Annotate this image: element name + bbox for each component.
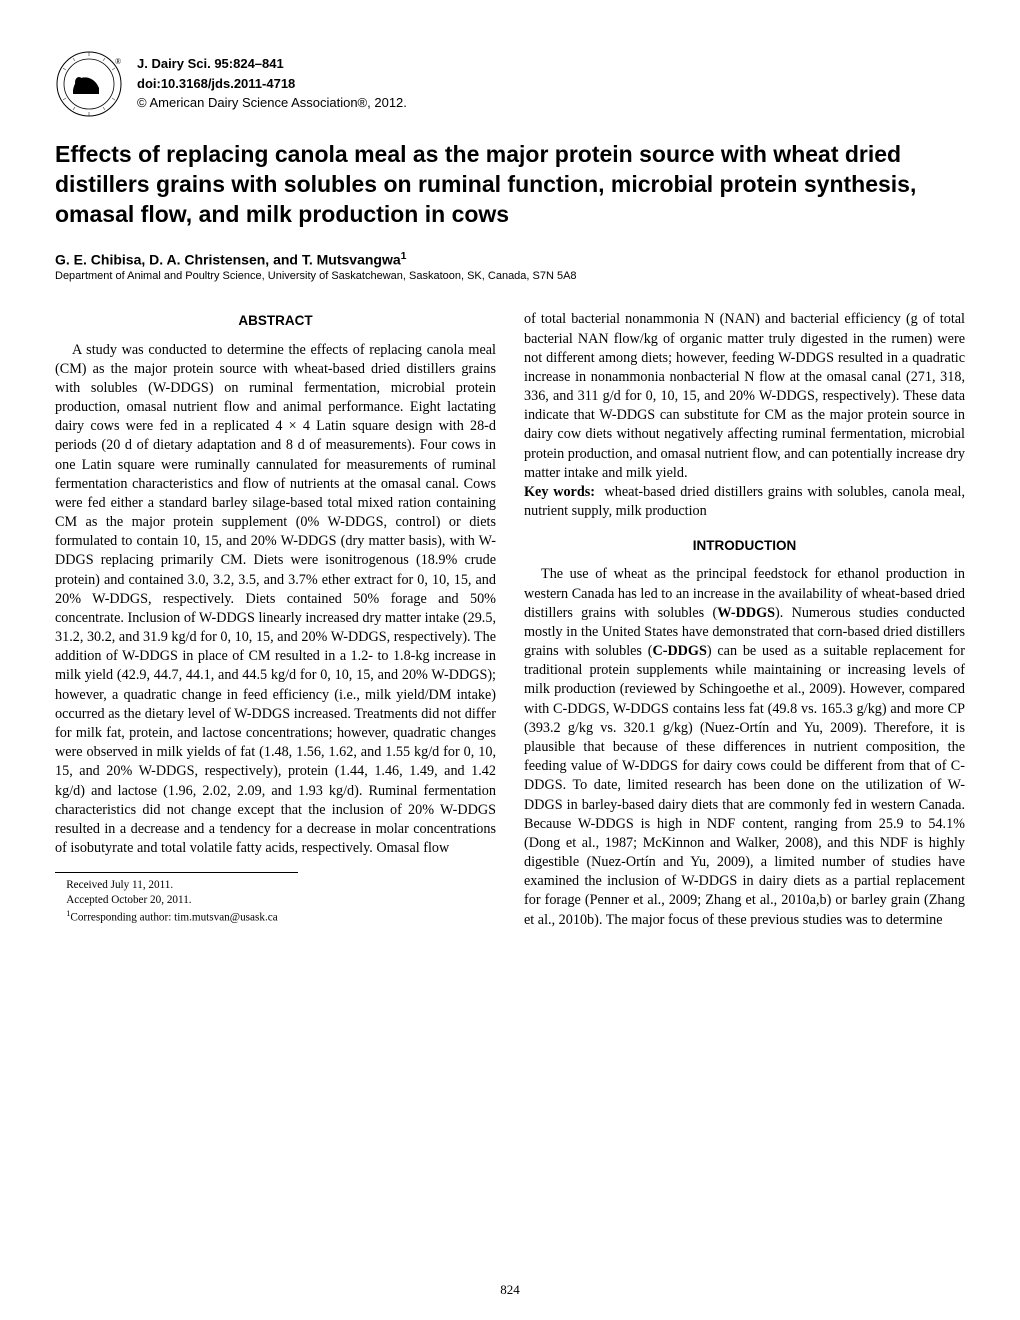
journal-header: DAIRY SCIENCE ® J. Dairy Sci. 95:824–841… — [55, 50, 965, 118]
authors: G. E. Chibisa, D. A. Christensen, and T.… — [55, 250, 965, 268]
right-column: of total bacterial nonammonia N (NAN) an… — [524, 310, 965, 929]
keywords: Key words: wheat-based dried distillers … — [524, 483, 965, 521]
svg-text:DAIRY SCIENCE: DAIRY SCIENCE — [55, 50, 72, 51]
article-title: Effects of replacing canola meal as the … — [55, 140, 965, 230]
accepted-date: Accepted October 20, 2011. — [55, 893, 298, 908]
doi: doi:10.3168/jds.2011-4718 — [137, 74, 407, 94]
wddgs-abbrev: W-DDGS — [717, 605, 775, 621]
keywords-label: Key words: — [524, 484, 595, 500]
content-columns: ABSTRACT A study was conducted to determ… — [55, 310, 965, 929]
copyright: © American Dairy Science Association®, 2… — [137, 93, 407, 113]
introduction-heading: INTRODUCTION — [524, 537, 965, 555]
corresponding-author: 1Corresponding author: tim.mutsvan@usask… — [55, 908, 298, 926]
svg-text:®: ® — [115, 57, 121, 66]
dairy-science-seal-icon: DAIRY SCIENCE ® — [55, 50, 123, 118]
abstract-body: A study was conducted to determine the e… — [55, 341, 496, 859]
affiliation: Department of Animal and Poultry Science… — [55, 270, 965, 282]
cddgs-abbrev: C-DDGS — [652, 643, 706, 659]
abstract-heading: ABSTRACT — [55, 312, 496, 330]
received-date: Received July 11, 2011. — [55, 878, 298, 893]
journal-citation: J. Dairy Sci. 95:824–841 — [137, 54, 407, 74]
left-column: ABSTRACT A study was conducted to determ… — [55, 310, 496, 929]
author-footnote-marker: 1 — [401, 250, 407, 262]
journal-logo: DAIRY SCIENCE ® — [55, 50, 123, 118]
page-number: 824 — [0, 1282, 1020, 1298]
introduction-body: The use of wheat as the principal feedst… — [524, 565, 965, 929]
abstract-continuation: of total bacterial nonammonia N (NAN) an… — [524, 310, 965, 483]
footnotes: Received July 11, 2011. Accepted October… — [55, 872, 298, 926]
journal-info: J. Dairy Sci. 95:824–841 doi:10.3168/jds… — [137, 50, 407, 113]
